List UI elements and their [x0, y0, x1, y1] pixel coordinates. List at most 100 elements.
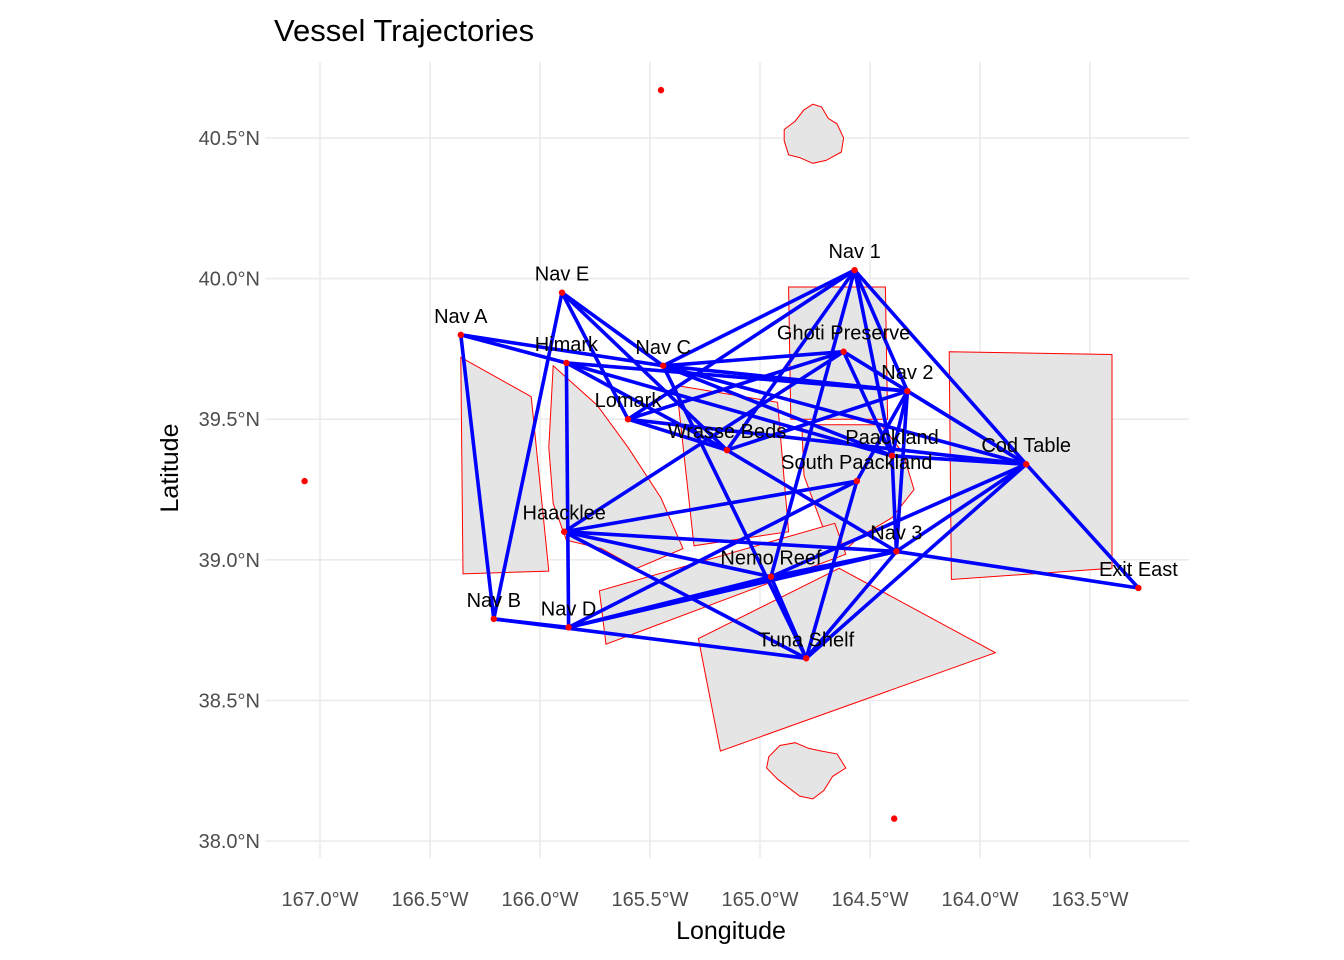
trajectory-segment [852, 268, 894, 458]
trajectory-segment [854, 389, 910, 483]
location-label: Nav C [635, 337, 691, 359]
x-tick-label: 163.5°W [1052, 889, 1129, 911]
trajectory-segment [562, 529, 809, 661]
trajectory-segment [491, 617, 571, 630]
location-label: Lomark [595, 390, 663, 412]
location-label: Tuna Shelf [758, 629, 854, 651]
trajectory-segment [661, 349, 846, 368]
location-point [457, 331, 464, 339]
location-point [893, 548, 900, 555]
x-tick-label: 164.5°W [832, 889, 909, 911]
trajectory-segment [852, 268, 1028, 467]
location-point [888, 452, 896, 459]
location-label: Nav D [541, 598, 597, 620]
location-labels: Nav 1 Nav E Nav A Himark Nav C Ghoti Preserve… [434, 241, 1178, 651]
trajectory-segment [564, 361, 571, 630]
trajectory-segment [841, 349, 894, 458]
location-point [558, 289, 566, 296]
location-point [563, 359, 570, 367]
trajectory-segment [725, 389, 910, 452]
location-points [301, 86, 1142, 822]
trajectory-segment [890, 453, 1028, 467]
trajectory-segment [626, 349, 846, 422]
location-label: Exit East [1099, 559, 1178, 581]
x-tick-label: 166.0°W [502, 889, 579, 911]
location-point [301, 477, 308, 485]
region-zone-cod [948, 351, 1113, 581]
chart-title: Vessel Trajectories [274, 13, 534, 48]
trajectory-segment [905, 389, 1028, 467]
location-point [565, 624, 572, 631]
trajectory-segment [562, 349, 846, 534]
trajectory-segment [661, 268, 857, 368]
trajectory-segment [804, 462, 1028, 661]
location-label: Paackland [845, 427, 938, 449]
x-axis-title: Longitude [676, 917, 786, 945]
location-point [660, 362, 667, 369]
trajectory-segment [661, 363, 1028, 467]
trajectory-segment [804, 549, 899, 661]
y-tick-label: 39.5°N [199, 409, 260, 431]
trajectory-segment [894, 389, 910, 554]
x-tick-label: 165.5°W [612, 889, 689, 911]
location-point [803, 655, 810, 662]
location-point [767, 573, 775, 580]
location-label: Wrasse Beds [668, 421, 787, 443]
trajectory-segment [564, 361, 894, 458]
trajectory-segment [890, 389, 910, 458]
trajectory-segment [566, 574, 773, 630]
trajectory-segment [562, 479, 859, 534]
trajectory-segment [804, 479, 859, 661]
trajectory-segment [894, 549, 1141, 590]
location-point [490, 615, 497, 623]
trajectory-segment [562, 529, 773, 579]
location-label: Himark [535, 334, 599, 356]
trajectory-segment [661, 363, 809, 661]
trajectory-segment [458, 333, 496, 621]
location-label: Nav 2 [881, 362, 933, 384]
location-point [624, 416, 632, 423]
location-point [561, 528, 568, 535]
location-point [891, 815, 898, 822]
location-label: Nav A [434, 306, 488, 328]
trajectory-segment [491, 290, 564, 621]
location-point [853, 477, 860, 485]
location-point [840, 348, 847, 355]
trajectory-segment [661, 363, 894, 458]
trajectory-segment [626, 417, 729, 452]
y-tick-label: 39.0°N [199, 550, 260, 572]
trajectory-segment [560, 290, 630, 422]
region-zone-tuna-shelf [697, 567, 997, 752]
location-point [657, 86, 665, 94]
trajectory-segment [769, 268, 857, 579]
trajectory-segment [626, 417, 1028, 467]
vessel-trajectories [458, 268, 1141, 661]
region-zone-reef [598, 522, 847, 645]
trajectory-segment [458, 333, 666, 368]
region-island-south [766, 742, 847, 800]
y-tick-label: 40.0°N [199, 269, 260, 291]
location-label: Nav 3 [870, 522, 922, 544]
y-axis-title: Latitude [156, 424, 184, 513]
location-point [904, 387, 911, 395]
trajectory-segment [852, 268, 910, 393]
location-point [851, 266, 858, 274]
location-label: Nav 1 [828, 241, 880, 263]
trajectory-segment [769, 462, 1028, 579]
location-label: South Paackland [781, 452, 932, 474]
y-tick-label: 38.0°N [199, 831, 260, 853]
trajectory-segment [560, 290, 729, 452]
trajectory-segment [562, 529, 899, 554]
y-axis-ticks: 38.0°N 38.5°N 39.0°N 39.5°N 40.0°N 40.5°N [199, 128, 260, 853]
trajectory-segment [725, 268, 857, 452]
x-axis-ticks: 167.0°W 166.5°W 166.0°W 165.5°W 165.0°W 164.5… [282, 889, 1129, 911]
location-label: Haacklee [523, 503, 606, 525]
y-tick-label: 40.5°N [199, 128, 260, 150]
trajectory-segment [769, 549, 899, 579]
region-island-north [783, 103, 845, 164]
location-point [1022, 461, 1030, 468]
location-label: Nav B [467, 590, 521, 612]
trajectory-segment [894, 462, 1028, 554]
